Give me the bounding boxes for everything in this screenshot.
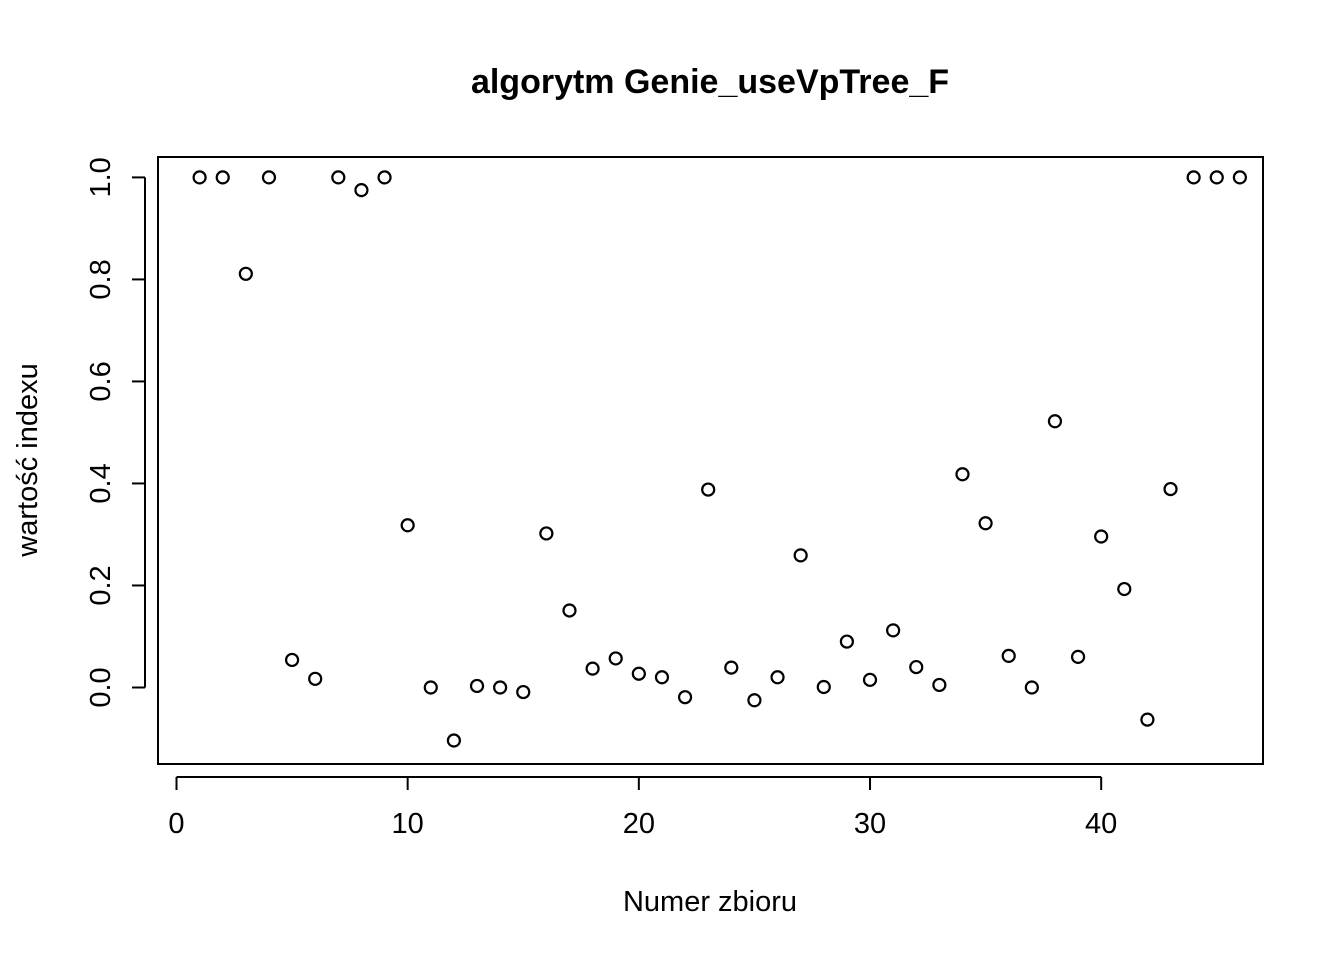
data-point xyxy=(354,183,369,198)
data-point xyxy=(886,623,901,638)
data-point xyxy=(423,680,438,695)
data-point xyxy=(493,680,508,695)
data-point xyxy=(608,651,623,666)
y-tick-label: 1.0 xyxy=(85,157,117,197)
y-tick-label: 0.4 xyxy=(85,463,117,503)
data-point xyxy=(1232,170,1247,185)
y-tick-label: 0.0 xyxy=(85,667,117,707)
data-point xyxy=(516,684,531,700)
data-point xyxy=(909,659,924,675)
chart-title: algorytm Genie_useVpTree_F xyxy=(471,63,949,101)
plot-area xyxy=(157,156,1264,765)
data-point xyxy=(724,660,739,675)
data-point xyxy=(446,733,461,748)
data-point xyxy=(562,603,577,618)
data-points xyxy=(192,170,1247,748)
data-point xyxy=(1094,529,1109,544)
x-axis-label: Numer zbioru xyxy=(623,886,797,918)
data-point xyxy=(955,467,970,482)
data-point xyxy=(585,661,600,676)
data-point xyxy=(1024,680,1039,695)
x-axis: 0 10 20 30 40 xyxy=(168,776,1117,840)
y-tick-label: 0.2 xyxy=(85,565,117,605)
data-point xyxy=(932,677,947,693)
data-point xyxy=(770,670,785,685)
data-point xyxy=(469,678,485,694)
data-point xyxy=(1117,581,1132,597)
data-point xyxy=(816,679,831,695)
x-tick-label: 30 xyxy=(854,808,886,840)
x-tick-label: 40 xyxy=(1085,808,1117,840)
x-tick-label: 10 xyxy=(392,808,424,840)
data-point xyxy=(701,482,716,497)
data-point xyxy=(215,170,230,185)
y-tick-label: 0.8 xyxy=(85,259,117,299)
data-point xyxy=(677,690,693,705)
data-point xyxy=(284,652,300,668)
data-point xyxy=(377,170,392,185)
data-point xyxy=(747,693,762,708)
data-point xyxy=(1186,170,1201,185)
data-point xyxy=(261,170,277,185)
y-axis: 0.0 0.2 0.4 0.6 0.8 1.0 xyxy=(85,157,146,708)
data-point xyxy=(978,516,993,531)
data-point xyxy=(1163,481,1178,497)
data-point xyxy=(1140,712,1155,727)
data-point xyxy=(631,666,646,681)
data-point xyxy=(238,266,253,281)
data-point xyxy=(1209,170,1224,185)
x-tick-label: 20 xyxy=(623,808,655,840)
data-point xyxy=(539,526,554,541)
data-point xyxy=(839,634,854,649)
data-point xyxy=(192,170,207,185)
data-point xyxy=(400,518,415,533)
data-point xyxy=(308,671,323,686)
data-point xyxy=(1070,649,1086,664)
y-axis-label: wartość indexu xyxy=(12,363,44,557)
data-point xyxy=(1047,414,1063,429)
data-point xyxy=(331,170,346,185)
x-tick-label: 0 xyxy=(168,808,184,840)
y-tick-label: 0.6 xyxy=(85,361,117,401)
data-point xyxy=(654,670,670,685)
data-point xyxy=(1001,648,1016,663)
data-point xyxy=(793,548,808,563)
data-point xyxy=(862,672,878,687)
